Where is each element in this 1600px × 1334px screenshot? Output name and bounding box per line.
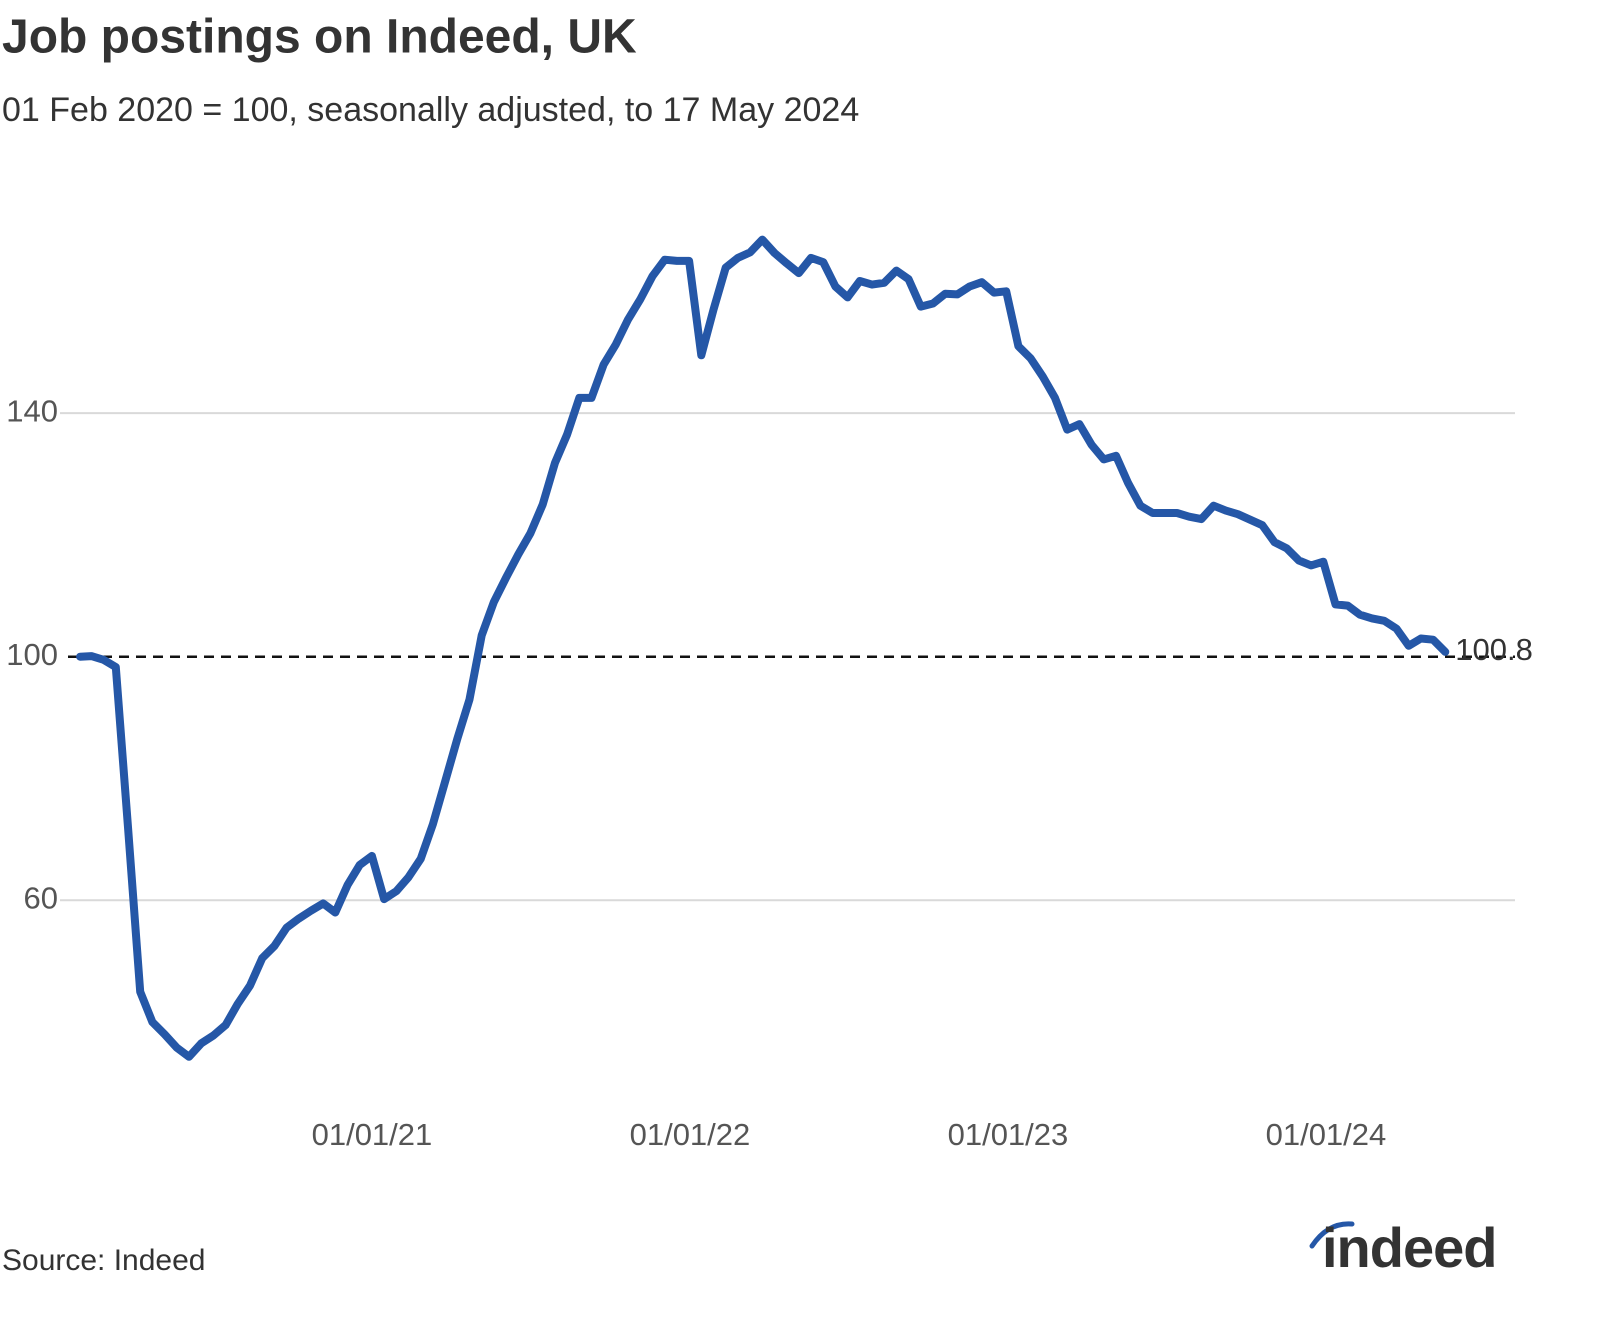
logo-arc bbox=[1309, 1221, 1355, 1249]
chart-title: Job postings on Indeed, UK bbox=[2, 11, 637, 64]
y-tick-label: 100 bbox=[6, 637, 58, 672]
x-tick-label: 01/01/23 bbox=[948, 1117, 1069, 1152]
end-value-label: 100.8 bbox=[1455, 632, 1533, 667]
y-tick-label: 140 bbox=[6, 393, 58, 428]
y-tick-label: 60 bbox=[24, 880, 58, 915]
data-line bbox=[76, 235, 1450, 1061]
logo: indeed bbox=[1322, 1216, 1496, 1279]
x-tick-label: 01/01/21 bbox=[312, 1117, 433, 1152]
x-tick-label: 01/01/22 bbox=[630, 1117, 751, 1152]
source: Source: Indeed bbox=[2, 1244, 205, 1277]
x-tick-label: 01/01/24 bbox=[1266, 1117, 1387, 1152]
chart-subtitle: 01 Feb 2020 = 100, seasonally adjusted, … bbox=[2, 91, 859, 129]
